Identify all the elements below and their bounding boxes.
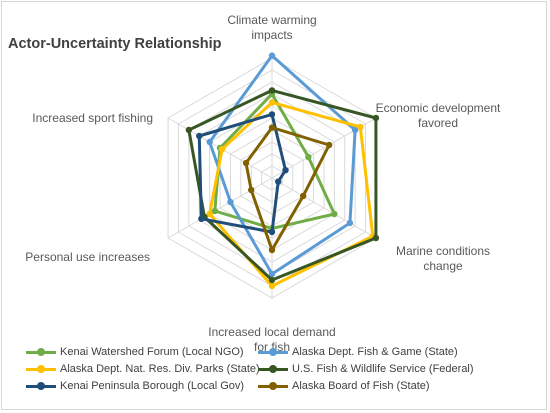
data-point-s3-3 [268,276,276,284]
legend-label: U.S. Fish & Wildlife Service (Federal) [292,363,474,375]
legend-item: Kenai Peninsula Borough (Local Gov) [26,378,244,394]
axis-label-0: Climate warming impacts [227,13,316,42]
legend-label: Kenai Watershed Forum (Local NGO) [60,346,244,358]
legend-item: Alaska Dept. Nat. Res. Div. Parks (State… [26,361,260,377]
data-point-s4-3 [268,228,276,236]
legend-swatch [26,380,56,392]
data-point-s1-4 [227,198,234,206]
legend-label: Alaska Dept. Fish & Game (State) [292,346,458,358]
data-point-s2-1 [357,123,364,131]
data-point-s1-0 [268,52,276,59]
axis-label-5: Increased sport fishing [32,111,153,125]
data-point-s3-5 [185,126,193,134]
legend-item: Alaska Board of Fish (State) [258,378,430,394]
data-point-s5-1 [325,141,333,149]
data-point-s0-4 [211,207,219,215]
legend-label: Alaska Dept. Nat. Res. Div. Parks (State… [60,363,260,375]
legend-swatch [26,346,56,358]
legend-item: U.S. Fish & Wildlife Service (Federal) [258,361,474,377]
data-point-s3-2 [372,234,380,242]
data-point-s3-1 [372,114,380,122]
axis-label-3: Increased local demand for fish [208,325,335,354]
data-point-s2-0 [268,99,276,106]
data-point-s1-3 [268,270,276,278]
data-point-s2-3 [268,282,276,290]
series-line-5 [244,126,331,252]
data-point-s3-0 [268,87,276,94]
axis-spoke-2 [271,177,377,239]
data-point-s1-1 [351,126,359,134]
axis-label-1: Economic development favored [376,101,501,130]
data-point-s1-2 [346,219,354,227]
data-point-s1-5 [206,138,213,146]
data-point-s0-2 [331,210,338,218]
legend-swatch [258,346,288,358]
data-point-s5-4 [248,186,255,194]
data-point-s4-2 [275,178,282,185]
data-point-s5-3 [268,246,276,254]
legend-swatch [258,363,288,375]
legend-label: Kenai Peninsula Borough (Local Gov) [60,380,245,392]
data-point-s4-5 [196,132,203,140]
legend-swatch [258,380,288,392]
data-point-s4-0 [268,111,276,118]
legend-label: Alaska Board of Fish (State) [292,380,430,392]
legend-swatch [26,363,56,375]
axis-label-2: Marine conditions change [396,244,490,273]
axis-spoke-4 [167,177,273,239]
chart-title: Actor-Uncertainty Relationship [8,36,222,52]
data-point-s2-5 [218,146,226,153]
data-point-s0-1 [305,153,312,161]
axis-label-4: Personal use increases [25,250,150,264]
data-point-s4-4 [198,215,205,222]
legend-item: Alaska Dept. Fish & Game (State) [258,344,458,360]
data-point-s5-2 [299,192,307,200]
data-point-s5-5 [242,159,250,167]
data-point-s4-1 [282,167,289,174]
data-point-s5-0 [268,124,276,131]
data-point-s2-4 [206,210,213,218]
legend-item: Kenai Watershed Forum (Local NGO) [26,344,244,360]
